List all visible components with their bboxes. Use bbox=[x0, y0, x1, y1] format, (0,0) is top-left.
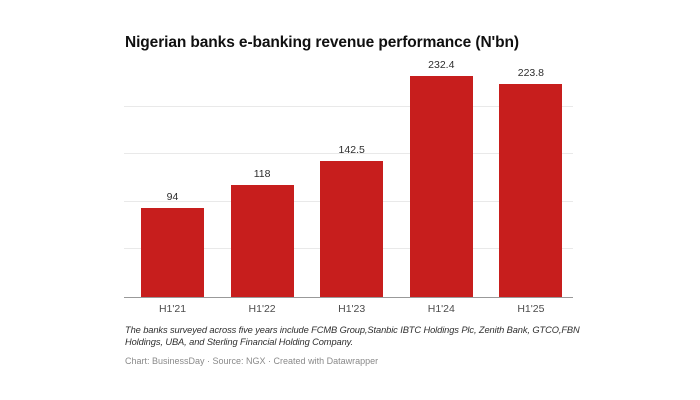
bar-value-label: 142.5 bbox=[338, 144, 365, 157]
bar bbox=[230, 184, 294, 297]
credit: Chart: BusinessDay · Source: NGX · Creat… bbox=[125, 356, 379, 366]
gridline bbox=[124, 105, 573, 107]
chart-title: Nigerian banks e-banking revenue perform… bbox=[125, 34, 519, 51]
bar bbox=[320, 161, 384, 297]
bar-value-label: 94 bbox=[166, 190, 179, 203]
bar bbox=[409, 75, 473, 297]
plot-area: 94 118 142.5 232.4 223.8 bbox=[124, 58, 573, 298]
x-axis-labels: H1'21 H1'22 H1'23 H1'24 H1'25 bbox=[124, 303, 573, 317]
bar-value-label: 223.8 bbox=[517, 67, 545, 79]
x-axis-label: H1'25 bbox=[517, 303, 545, 315]
bar bbox=[141, 207, 204, 297]
x-axis-label: H1'24 bbox=[427, 303, 455, 315]
x-axis-label: H1'21 bbox=[158, 303, 187, 315]
bar-value-label: 232.4 bbox=[428, 58, 455, 71]
x-axis-label: H1'23 bbox=[338, 303, 366, 315]
footnote: The banks surveyed across five years inc… bbox=[125, 325, 580, 347]
bar bbox=[499, 84, 563, 297]
gridline bbox=[124, 153, 573, 155]
bar-value-label: 118 bbox=[253, 167, 271, 180]
x-axis-label: H1'22 bbox=[248, 303, 276, 315]
